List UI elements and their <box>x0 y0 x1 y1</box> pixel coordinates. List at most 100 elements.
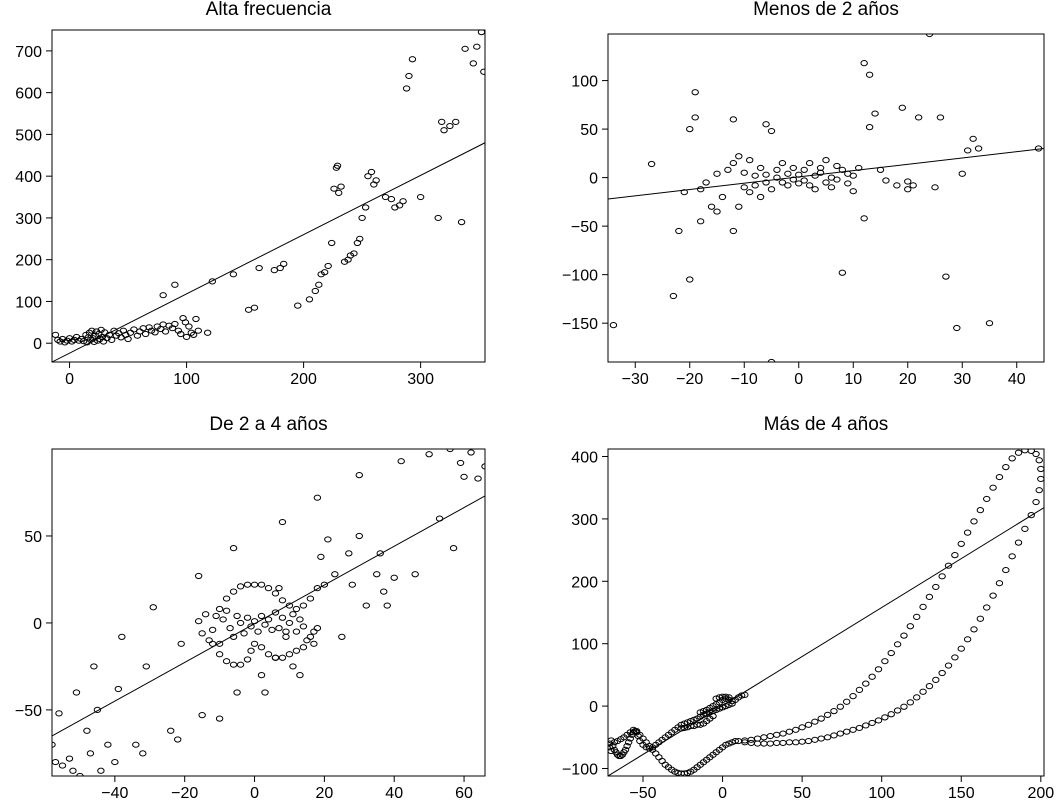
data-point <box>282 628 290 635</box>
data-point <box>767 358 776 362</box>
data-point <box>278 614 287 621</box>
data-point <box>58 762 67 769</box>
data-point <box>623 742 631 750</box>
data-point <box>65 335 74 342</box>
data-point <box>893 182 901 189</box>
data-point <box>264 651 273 658</box>
data-point <box>250 304 259 311</box>
data-point <box>425 451 433 458</box>
data-point <box>811 186 819 193</box>
data-point <box>675 227 683 235</box>
data-point <box>970 626 978 633</box>
data-point <box>236 583 245 590</box>
data-point <box>798 724 806 731</box>
data-point <box>285 619 294 627</box>
data-point <box>203 329 212 336</box>
data-point <box>862 722 870 729</box>
data-point <box>452 118 460 125</box>
data-point <box>718 193 727 201</box>
x-tick-label: 0 <box>794 371 803 388</box>
data-point <box>294 302 302 309</box>
data-point <box>114 685 123 693</box>
data-point <box>296 672 304 679</box>
data-point <box>264 616 273 623</box>
data-point <box>243 614 252 621</box>
data-point <box>306 633 315 640</box>
data-point <box>222 658 231 665</box>
data-layer <box>608 449 1044 776</box>
data-point <box>1027 449 1035 454</box>
x-tick-label: −40 <box>101 785 128 802</box>
data-point <box>942 273 950 280</box>
data-point <box>722 693 730 700</box>
data-point <box>296 616 304 623</box>
data-point <box>833 176 841 183</box>
data-point <box>822 179 830 186</box>
data-point <box>1037 465 1044 473</box>
data-point <box>257 644 266 651</box>
data-point <box>236 619 245 627</box>
data-point <box>696 218 705 225</box>
data-point <box>798 738 806 745</box>
data-point <box>906 699 915 706</box>
data-point <box>904 178 912 185</box>
data-point <box>652 750 660 757</box>
data-point <box>932 676 940 683</box>
data-point <box>250 581 259 588</box>
data-point <box>729 116 738 123</box>
data-point <box>141 330 150 338</box>
data-point <box>957 540 965 547</box>
data-point <box>222 607 231 614</box>
data-point <box>1034 145 1043 152</box>
data-point <box>900 632 908 639</box>
data-point <box>90 663 98 670</box>
data-point <box>390 574 398 581</box>
data-point <box>68 338 76 345</box>
data-point <box>702 179 710 186</box>
data-point <box>626 735 634 742</box>
data-point <box>292 605 301 613</box>
data-point <box>789 176 797 183</box>
data-point <box>631 727 639 735</box>
y-tick-label: −100 <box>562 268 598 285</box>
x-tick-label: 50 <box>793 785 811 802</box>
data-point <box>882 177 890 184</box>
data-point <box>446 449 454 453</box>
y-tick-label: 500 <box>15 127 42 144</box>
data-point <box>243 581 252 588</box>
data-point <box>792 739 800 746</box>
data-point <box>330 185 338 192</box>
data-point <box>855 164 863 172</box>
data-point <box>69 767 77 774</box>
data-point <box>177 640 185 647</box>
data-point <box>624 739 633 746</box>
data-point <box>753 740 762 747</box>
x-tick-label: −20 <box>676 371 703 388</box>
data-point <box>944 662 953 669</box>
data-point <box>104 741 112 748</box>
data-point <box>358 214 366 222</box>
data-point <box>865 71 874 78</box>
data-point <box>208 626 217 633</box>
data-point <box>974 145 983 152</box>
data-point <box>434 214 442 222</box>
data-point <box>919 603 927 610</box>
data-point <box>289 663 297 670</box>
data-point <box>285 602 294 609</box>
plot-frame <box>51 29 486 363</box>
data-point <box>779 730 787 737</box>
data-point <box>655 754 663 761</box>
data-point <box>868 673 876 680</box>
data-point <box>804 721 813 728</box>
data-point <box>315 281 323 288</box>
data-point <box>842 698 851 705</box>
data-point <box>913 694 921 701</box>
data-point <box>792 726 800 733</box>
data-point <box>261 621 269 628</box>
data-point <box>90 338 98 346</box>
data-point <box>194 327 202 334</box>
data-point <box>247 623 255 630</box>
data-point <box>753 735 762 742</box>
data-point <box>132 741 140 748</box>
data-point <box>762 121 770 128</box>
